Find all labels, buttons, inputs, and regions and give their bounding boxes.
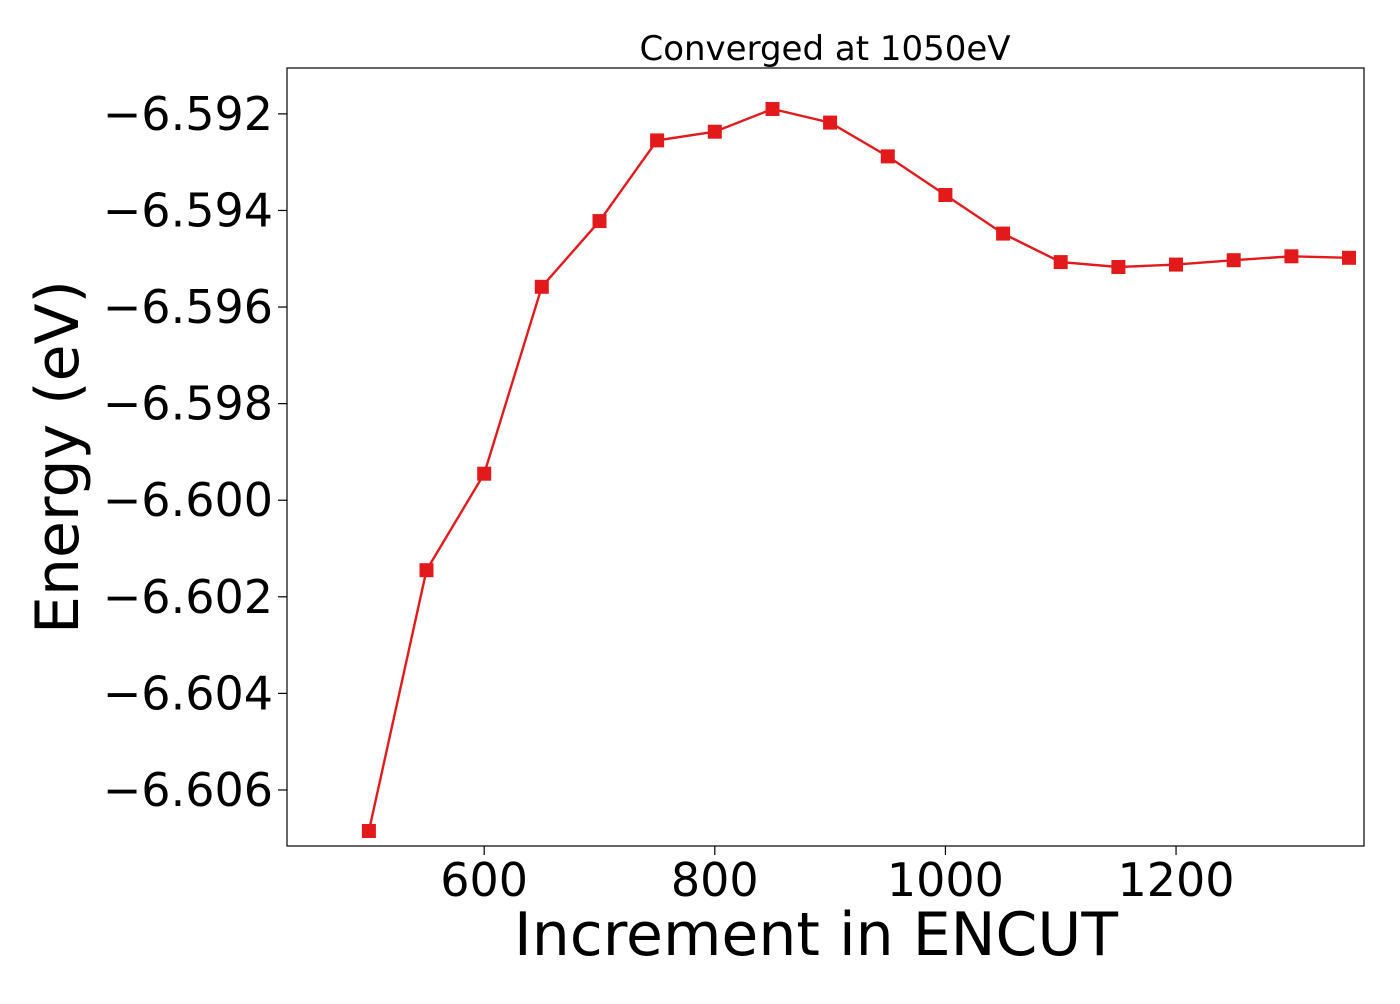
x-tick-label: 1200	[1118, 853, 1235, 907]
y-tick-label: −6.596	[103, 280, 273, 334]
y-tick-label: −6.594	[103, 183, 273, 237]
data-point-marker	[880, 149, 895, 164]
x-tick-label: 600	[440, 853, 528, 907]
data-point-marker	[1111, 260, 1126, 274]
data-point-marker	[938, 188, 953, 202]
x-axis-label: Increment in ENCUT	[514, 900, 1118, 970]
data-point-marker	[707, 124, 722, 139]
data-point-marker	[823, 115, 838, 130]
data-point-marker	[592, 214, 607, 229]
data-point-marker	[361, 824, 376, 838]
data-point-marker	[996, 226, 1011, 241]
data-point-marker	[534, 279, 549, 294]
y-tick-label: −6.600	[103, 473, 273, 527]
series-group	[361, 102, 1356, 838]
data-point-marker	[1169, 257, 1183, 272]
series-line	[367, 107, 1350, 832]
data-point-marker	[1342, 250, 1356, 265]
plot-area-frame	[286, 67, 1365, 847]
data-point-marker	[1053, 255, 1068, 270]
data-point-marker	[477, 466, 492, 481]
y-tick-label: −6.604	[103, 666, 273, 720]
y-tick-label: −6.592	[103, 87, 273, 141]
data-point-marker	[650, 133, 665, 148]
data-point-marker	[1226, 253, 1241, 268]
x-tick-label: 800	[671, 853, 759, 907]
y-tick-label: −6.606	[103, 763, 273, 817]
chart-title: Converged at 1050eV	[639, 29, 1010, 69]
data-point-marker	[1284, 249, 1299, 264]
data-point-marker	[419, 563, 434, 578]
y-axis-label: Energy (eV)	[23, 280, 93, 634]
x-axis: 600 800 1000 1200	[440, 846, 1235, 907]
x-tick-label: 1000	[887, 853, 1004, 907]
y-tick-label: −6.598	[103, 377, 273, 431]
y-axis: −6.592 −6.594 −6.596 −6.598 −6.600 −6.602 −6.6…	[103, 87, 287, 817]
data-point-marker	[765, 102, 780, 116]
y-tick-label: −6.602	[103, 570, 273, 624]
